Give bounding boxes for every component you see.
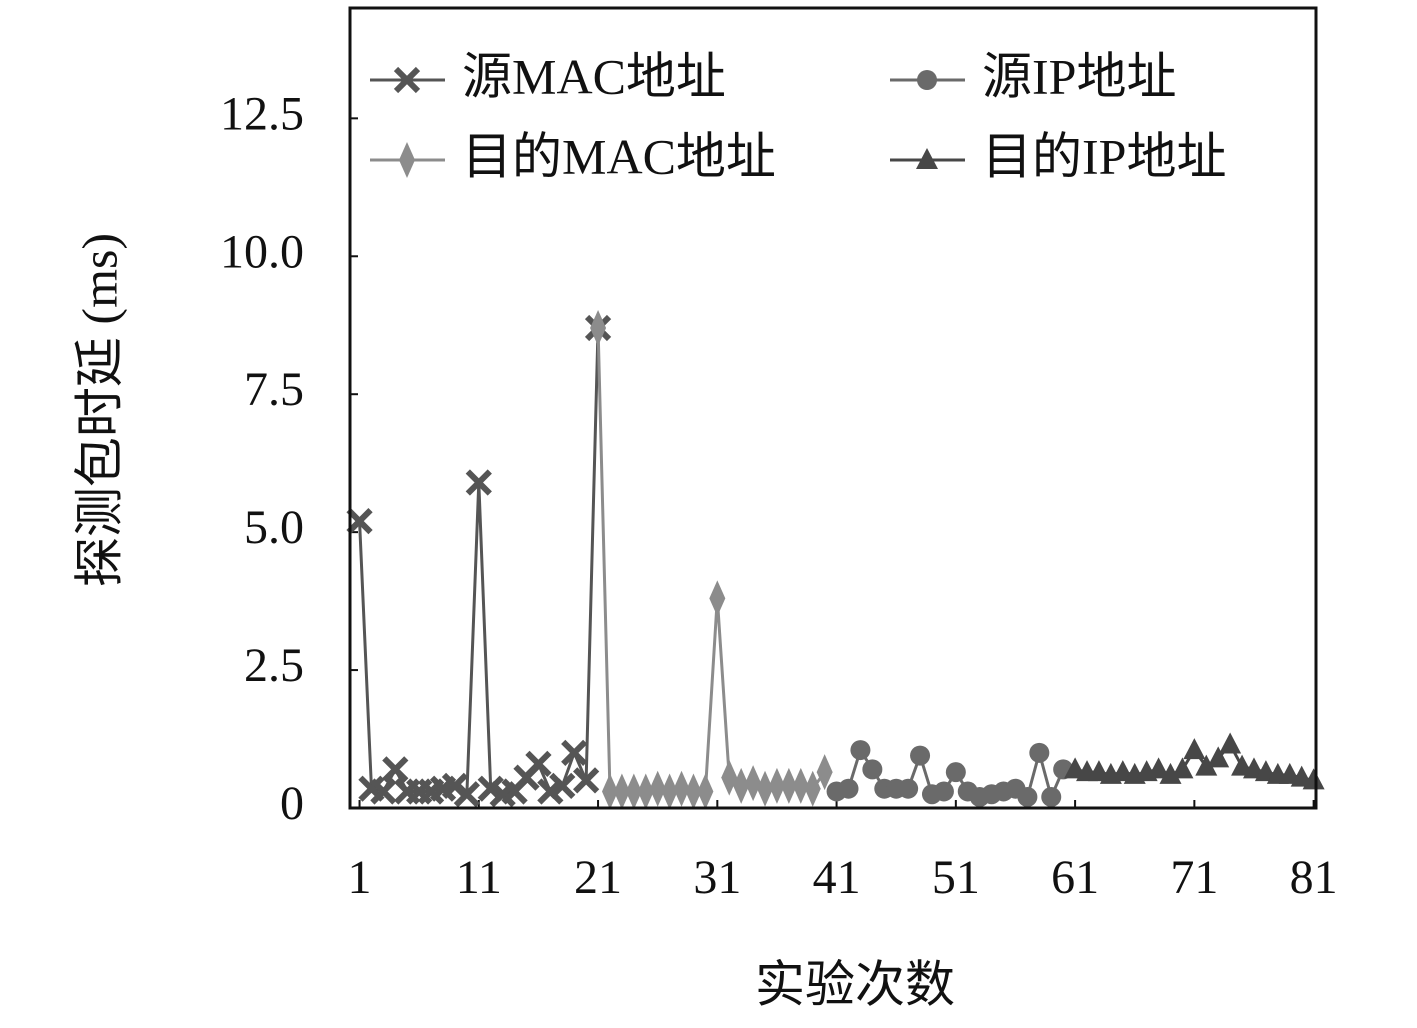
marker xyxy=(862,759,883,780)
marker xyxy=(661,773,678,810)
marker xyxy=(933,781,954,802)
marker xyxy=(673,770,690,807)
marker xyxy=(1029,742,1050,763)
legend-marker xyxy=(916,148,938,169)
marker xyxy=(945,762,966,783)
x-tick-label: 41 xyxy=(813,851,861,904)
legend-label: 目的IP地址 xyxy=(982,128,1226,184)
legend-label: 目的MAC地址 xyxy=(462,128,776,184)
marker xyxy=(649,770,666,807)
y-tick-label: 10.0 xyxy=(220,225,304,278)
y-tick-label: 0 xyxy=(280,777,304,830)
y-tick-label: 2.5 xyxy=(244,639,304,692)
marker xyxy=(910,745,931,766)
marker xyxy=(898,778,919,799)
y-axis-title: 探测包时延 (ms) xyxy=(71,233,127,587)
marker xyxy=(590,310,607,346)
marker xyxy=(613,773,630,810)
legend-marker xyxy=(393,66,421,94)
marker xyxy=(1159,762,1182,784)
marker xyxy=(757,770,774,807)
marker xyxy=(549,772,576,800)
x-tick-label: 51 xyxy=(932,851,980,904)
marker xyxy=(733,767,750,804)
x-axis-title: 实验次数 xyxy=(755,956,955,1012)
marker xyxy=(1017,786,1038,807)
marker xyxy=(1219,732,1242,754)
marker xyxy=(561,739,588,766)
marker xyxy=(453,781,480,808)
marker xyxy=(1302,768,1325,790)
legend-marker xyxy=(917,70,937,90)
legend-label: 源IP地址 xyxy=(982,48,1176,104)
marker xyxy=(780,767,797,804)
x-tick-label: 61 xyxy=(1051,851,1099,904)
legend-label: 源MAC地址 xyxy=(462,48,726,104)
marker xyxy=(709,580,726,617)
marker xyxy=(721,759,738,796)
x-tick-label: 21 xyxy=(574,851,622,904)
marker xyxy=(382,756,409,783)
marker xyxy=(346,507,373,535)
marker xyxy=(1207,746,1230,768)
marker xyxy=(1195,754,1218,776)
marker xyxy=(625,773,642,810)
marker xyxy=(685,773,702,810)
x-tick-label: 1 xyxy=(348,851,372,904)
marker xyxy=(465,469,492,496)
y-tick-label: 5.0 xyxy=(244,501,304,554)
x-tick-label: 71 xyxy=(1170,851,1218,904)
y-tick-label: 7.5 xyxy=(244,363,304,416)
marker xyxy=(768,767,785,804)
marker xyxy=(1183,738,1206,760)
marker xyxy=(1041,786,1062,807)
marker xyxy=(1147,757,1170,779)
x-tick-label: 11 xyxy=(456,851,502,904)
marker xyxy=(637,773,654,810)
marker xyxy=(850,740,871,761)
marker xyxy=(573,767,600,794)
marker xyxy=(601,773,618,810)
marker xyxy=(697,773,714,810)
x-tick-label: 81 xyxy=(1290,851,1338,904)
series-line xyxy=(596,327,826,793)
plot-frame xyxy=(348,6,1318,810)
series-line xyxy=(358,327,600,798)
marker xyxy=(370,778,397,805)
marker xyxy=(745,765,762,802)
marker xyxy=(804,770,821,807)
marker xyxy=(525,750,552,777)
marker xyxy=(1171,757,1194,779)
legend-marker xyxy=(399,142,415,178)
marker xyxy=(792,767,809,804)
marker xyxy=(816,754,833,791)
x-tick-label: 31 xyxy=(693,851,741,904)
marker xyxy=(838,778,859,799)
y-tick-label: 12.5 xyxy=(220,87,304,140)
